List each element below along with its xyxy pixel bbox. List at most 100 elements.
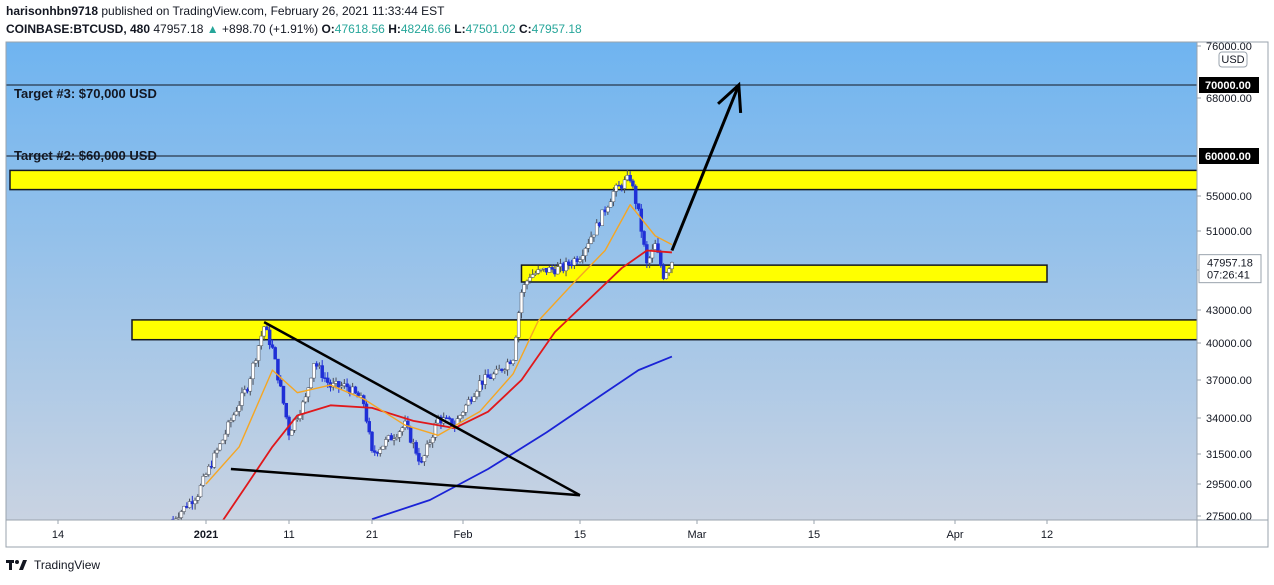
open-label: O: [321,22,335,36]
candle-body [594,222,599,236]
candle-body [658,252,663,266]
candle [259,330,264,350]
y-tick-label: 76000.00 [1206,41,1252,53]
candle [312,363,316,382]
candle [408,425,413,444]
candle-body [281,385,286,404]
candle [533,270,538,276]
candle-body [196,496,200,501]
support-zone [520,264,1048,283]
candle [395,433,399,441]
candle [433,419,438,441]
candle-body [325,377,330,383]
candle-body [278,379,283,387]
open-value: 47618.56 [334,22,385,36]
candle-body [575,258,579,262]
chart-frame [5,41,1269,548]
candle [472,393,476,403]
candle [522,282,527,297]
y-highlight-box [1199,148,1259,164]
candle-body [486,374,490,378]
candle [458,414,463,422]
candle-body [176,517,181,520]
x-tick-label: 12 [1041,529,1053,541]
y-tick-label: 55000.00 [1206,191,1252,203]
candle-body [500,368,504,371]
candle-body [215,449,219,454]
candle [422,454,427,466]
close-value: 47957.18 [531,22,582,36]
candle-body [567,261,571,265]
publisher-username[interactable]: harisonhbn9718 [6,4,99,18]
candle [179,509,184,520]
candle [182,505,186,515]
candle-body [364,403,369,422]
ema-mid-line [222,249,672,520]
candle-body [259,335,264,346]
plot-area[interactable]: Target #3: $70,000 USD Target #2: $60,000… [6,81,1200,522]
candle [215,447,219,458]
candle-body [231,414,236,421]
y-highlight-label: 70000.00 [1199,77,1259,93]
y-tick-label: 68000.00 [1206,93,1252,105]
footer: TradingView [6,558,100,572]
candle-body [650,249,655,259]
candle [262,326,266,341]
candle [237,400,241,417]
candle-body [447,417,451,419]
candle-body [367,421,371,433]
candle-body [505,361,510,371]
candle [661,263,666,281]
candle-body [642,231,646,245]
candle-body [494,369,499,375]
candle-body [608,201,613,208]
candle [647,256,652,269]
candle [223,429,228,445]
candle-body [417,453,421,462]
candle-body [220,439,225,445]
candle-body [581,255,585,260]
candle-body [400,427,405,432]
candle [303,393,308,404]
candle [270,339,275,349]
candle-body [254,360,258,364]
x-tick-label: 15 [574,529,586,541]
trend-line [263,321,581,497]
ema-fast-line [205,204,673,485]
candle [586,238,591,253]
target-label: Target #3: $70,000 USD [14,86,157,101]
candle-body [647,257,652,264]
candle-body [226,421,230,435]
footer-brand[interactable]: TradingView [34,558,101,572]
candle [514,335,518,362]
candle [633,184,638,210]
publish-text: published on TradingView.com, February 2… [98,4,445,18]
candle [265,325,269,331]
candle [201,473,206,487]
candle [417,447,421,466]
x-tick-label: Mar [688,529,707,541]
candle [273,346,277,360]
candle-body [477,380,482,392]
candle [414,440,418,456]
candle [176,512,181,520]
candle-body [314,363,319,367]
y-axis[interactable]: 76000.0068000.0055000.0051000.0047000.00… [1197,41,1262,523]
candle [226,419,230,437]
candle-body [514,337,518,361]
candle-body [229,420,233,423]
candle [578,256,582,264]
candle-body [661,265,666,279]
candle [345,378,349,392]
x-axis[interactable]: 14 2021 11 21 Feb 15 Mar 15 Apr 12 [52,520,1053,541]
candle-body [617,184,621,187]
current-price-countdown: 07:26:41 [1207,270,1250,282]
candle [589,231,593,245]
candle-body [276,358,280,381]
y-tick-label: 27500.00 [1206,511,1252,523]
candle [290,429,294,436]
candle-body [633,185,638,204]
y-highlight-text: 60000.00 [1205,151,1251,163]
y-tick-label: 31500.00 [1206,449,1252,461]
